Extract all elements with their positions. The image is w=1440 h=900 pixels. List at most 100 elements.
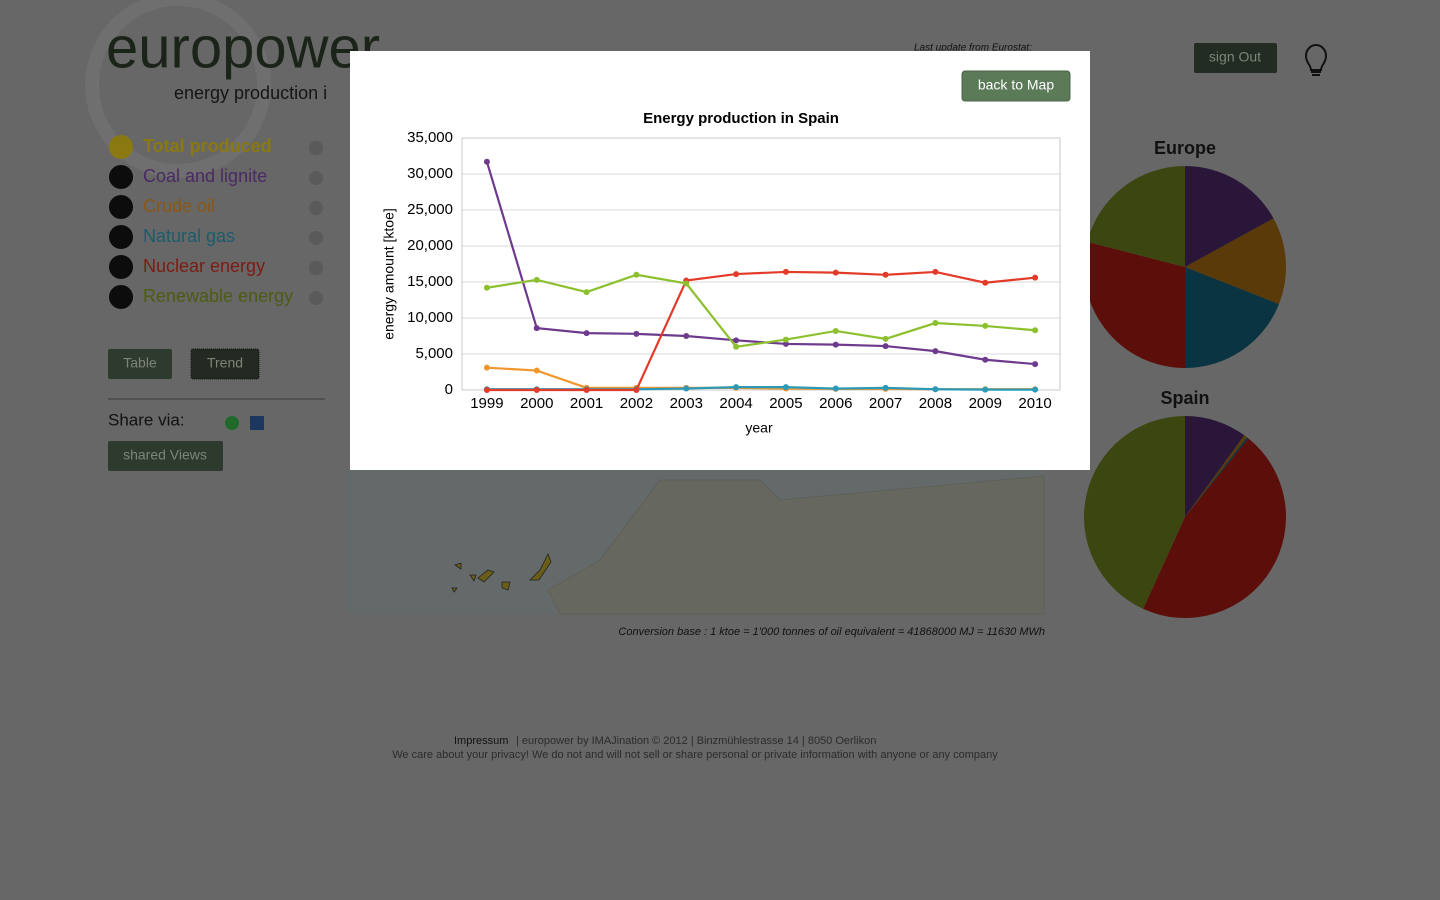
pie-slice — [1084, 241, 1185, 368]
series-point — [583, 330, 590, 337]
y-tick-label: 20,000 — [407, 237, 453, 254]
x-tick-label: 2004 — [719, 395, 752, 412]
item-icon[interactable] — [109, 225, 133, 249]
info-icon[interactable] — [309, 261, 323, 275]
y-tick-label: 10,000 — [407, 309, 453, 326]
x-tick-label: 1999 — [470, 395, 503, 412]
pie-slice — [1185, 437, 1249, 517]
series-point — [633, 387, 640, 393]
info-icon[interactable] — [309, 291, 323, 305]
pie-title: Europe — [1154, 138, 1216, 158]
pie-slice — [1084, 416, 1185, 609]
x-axis-label: year — [745, 420, 773, 436]
info-icon[interactable] — [309, 231, 323, 245]
shared-views-label[interactable]: shared Views — [123, 447, 207, 463]
item-label[interactable]: Renewable energy — [143, 286, 293, 306]
series-point — [932, 386, 939, 393]
series-point — [782, 336, 789, 343]
trend-button[interactable] — [190, 348, 260, 380]
series-point — [932, 348, 939, 355]
x-tick-label: 2001 — [570, 395, 603, 412]
x-tick-label: 2000 — [520, 395, 553, 412]
pie-slice — [1185, 267, 1279, 368]
series-point — [882, 271, 889, 278]
x-tick-label: 2008 — [919, 395, 952, 412]
item-icon[interactable] — [109, 195, 133, 219]
chart-title: Energy production in Spain — [643, 110, 839, 127]
item-icon[interactable] — [109, 165, 133, 189]
modal: back to Map Energy production in Spain 0 5… — [350, 51, 1090, 470]
series-point — [733, 384, 740, 391]
series-point — [483, 364, 490, 371]
item-label[interactable]: Crude oil — [143, 196, 215, 216]
series-point — [882, 343, 889, 350]
series-point — [683, 333, 690, 339]
series-point — [982, 322, 989, 329]
series-point — [832, 269, 839, 276]
series-point — [583, 387, 590, 393]
pie-title: Spain — [1160, 388, 1209, 408]
trend-label[interactable]: Trend — [207, 355, 243, 371]
back-button[interactable] — [961, 70, 1071, 102]
series-point — [982, 386, 989, 393]
email-icon[interactable] — [225, 416, 239, 430]
y-tick-label: 30,000 — [407, 165, 453, 182]
pie-slice — [1185, 416, 1245, 517]
item-icon[interactable] — [109, 135, 133, 159]
item-icon[interactable] — [109, 285, 133, 309]
x-tick-label: 2006 — [819, 395, 852, 412]
info-icon[interactable] — [309, 201, 323, 215]
series-point — [733, 271, 740, 278]
pie-slice — [1185, 435, 1247, 517]
sign-out-label[interactable]: sign Out — [1209, 49, 1261, 65]
series-point — [483, 284, 490, 291]
info-icon[interactable] — [309, 141, 323, 155]
info-icon[interactable] — [309, 171, 323, 185]
series-point — [982, 356, 989, 363]
series-point — [483, 158, 490, 165]
item-label[interactable]: Coal and lignite — [143, 166, 267, 186]
canary-islands — [451, 553, 552, 593]
conversion-note: Conversion base : 1 ktoe = 1'000 tonnes … — [618, 626, 1045, 638]
impressum-link[interactable]: Impressum — [454, 735, 508, 747]
item-label[interactable]: Natural gas — [143, 226, 235, 246]
series-point — [633, 271, 640, 278]
plot-frame — [461, 137, 1061, 391]
table-label[interactable]: Table — [123, 355, 157, 371]
back-label[interactable]: back to Map — [978, 77, 1054, 93]
item-icon[interactable] — [109, 255, 133, 279]
x-tick-label: 2005 — [769, 395, 802, 412]
series-point — [782, 340, 789, 347]
update-note: Last update from Eurostat: — [914, 43, 1032, 54]
series-point — [1032, 361, 1039, 368]
logo-ring — [85, 0, 271, 178]
series-point — [882, 335, 889, 342]
series-point — [1032, 274, 1039, 281]
item-label[interactable]: Total produced — [143, 136, 272, 156]
map-land — [547, 475, 1045, 615]
series-point — [1032, 327, 1039, 334]
item-label[interactable]: Nuclear energy — [143, 256, 265, 276]
series-point — [683, 385, 690, 392]
series-point — [533, 387, 540, 393]
bulb-icon[interactable] — [1304, 44, 1328, 76]
series-point — [733, 343, 740, 350]
pie-slice — [1185, 218, 1286, 305]
series-point — [683, 280, 690, 287]
series-point — [733, 337, 740, 344]
table-button[interactable] — [108, 349, 172, 379]
footer-credits: | europower by IMAJination © 2012 | Binz… — [516, 735, 876, 747]
pie-slice — [1143, 438, 1286, 619]
y-tick-label: 25,000 — [407, 201, 453, 218]
sign-out-button[interactable] — [1194, 43, 1277, 73]
pie-slice — [1087, 166, 1185, 267]
series-point — [932, 320, 939, 327]
shared-views-button[interactable] — [108, 441, 223, 471]
series-point — [832, 327, 839, 334]
tagline: energy production i — [174, 83, 327, 103]
facebook-icon[interactable] — [250, 416, 264, 430]
series-line — [486, 273, 1036, 348]
y-tick-label: 35,000 — [407, 129, 453, 146]
